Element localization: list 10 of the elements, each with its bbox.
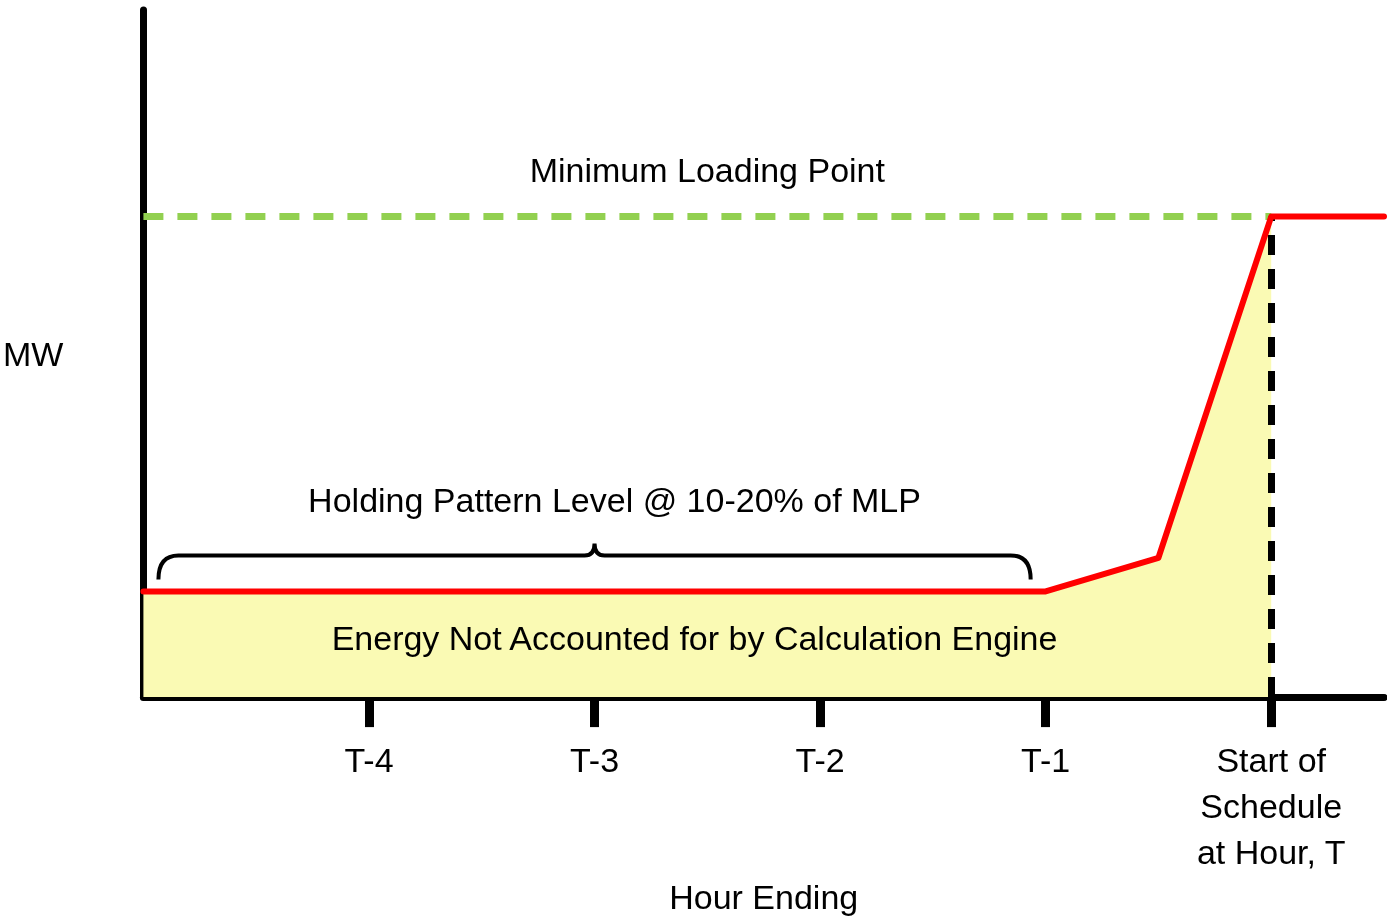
x-tick-label: T-2 xyxy=(795,741,845,780)
x-tick-label: T-4 xyxy=(344,741,394,780)
x-axis-title: Hour Ending xyxy=(669,878,859,916)
annotation: Energy Not Accounted for by Calculation Engine xyxy=(331,619,1058,658)
x-tick-label: Start of Schedule at Hour, T xyxy=(1196,741,1346,872)
annotation: Holding Pattern Level @ 10-20% of MLP xyxy=(308,481,921,520)
x-tick-label: T-1 xyxy=(1021,741,1071,780)
x-tick-label: T-3 xyxy=(569,741,620,780)
y-axis-title: MW xyxy=(2,334,64,373)
ref-line-label: Minimum Loading Point xyxy=(529,150,886,189)
